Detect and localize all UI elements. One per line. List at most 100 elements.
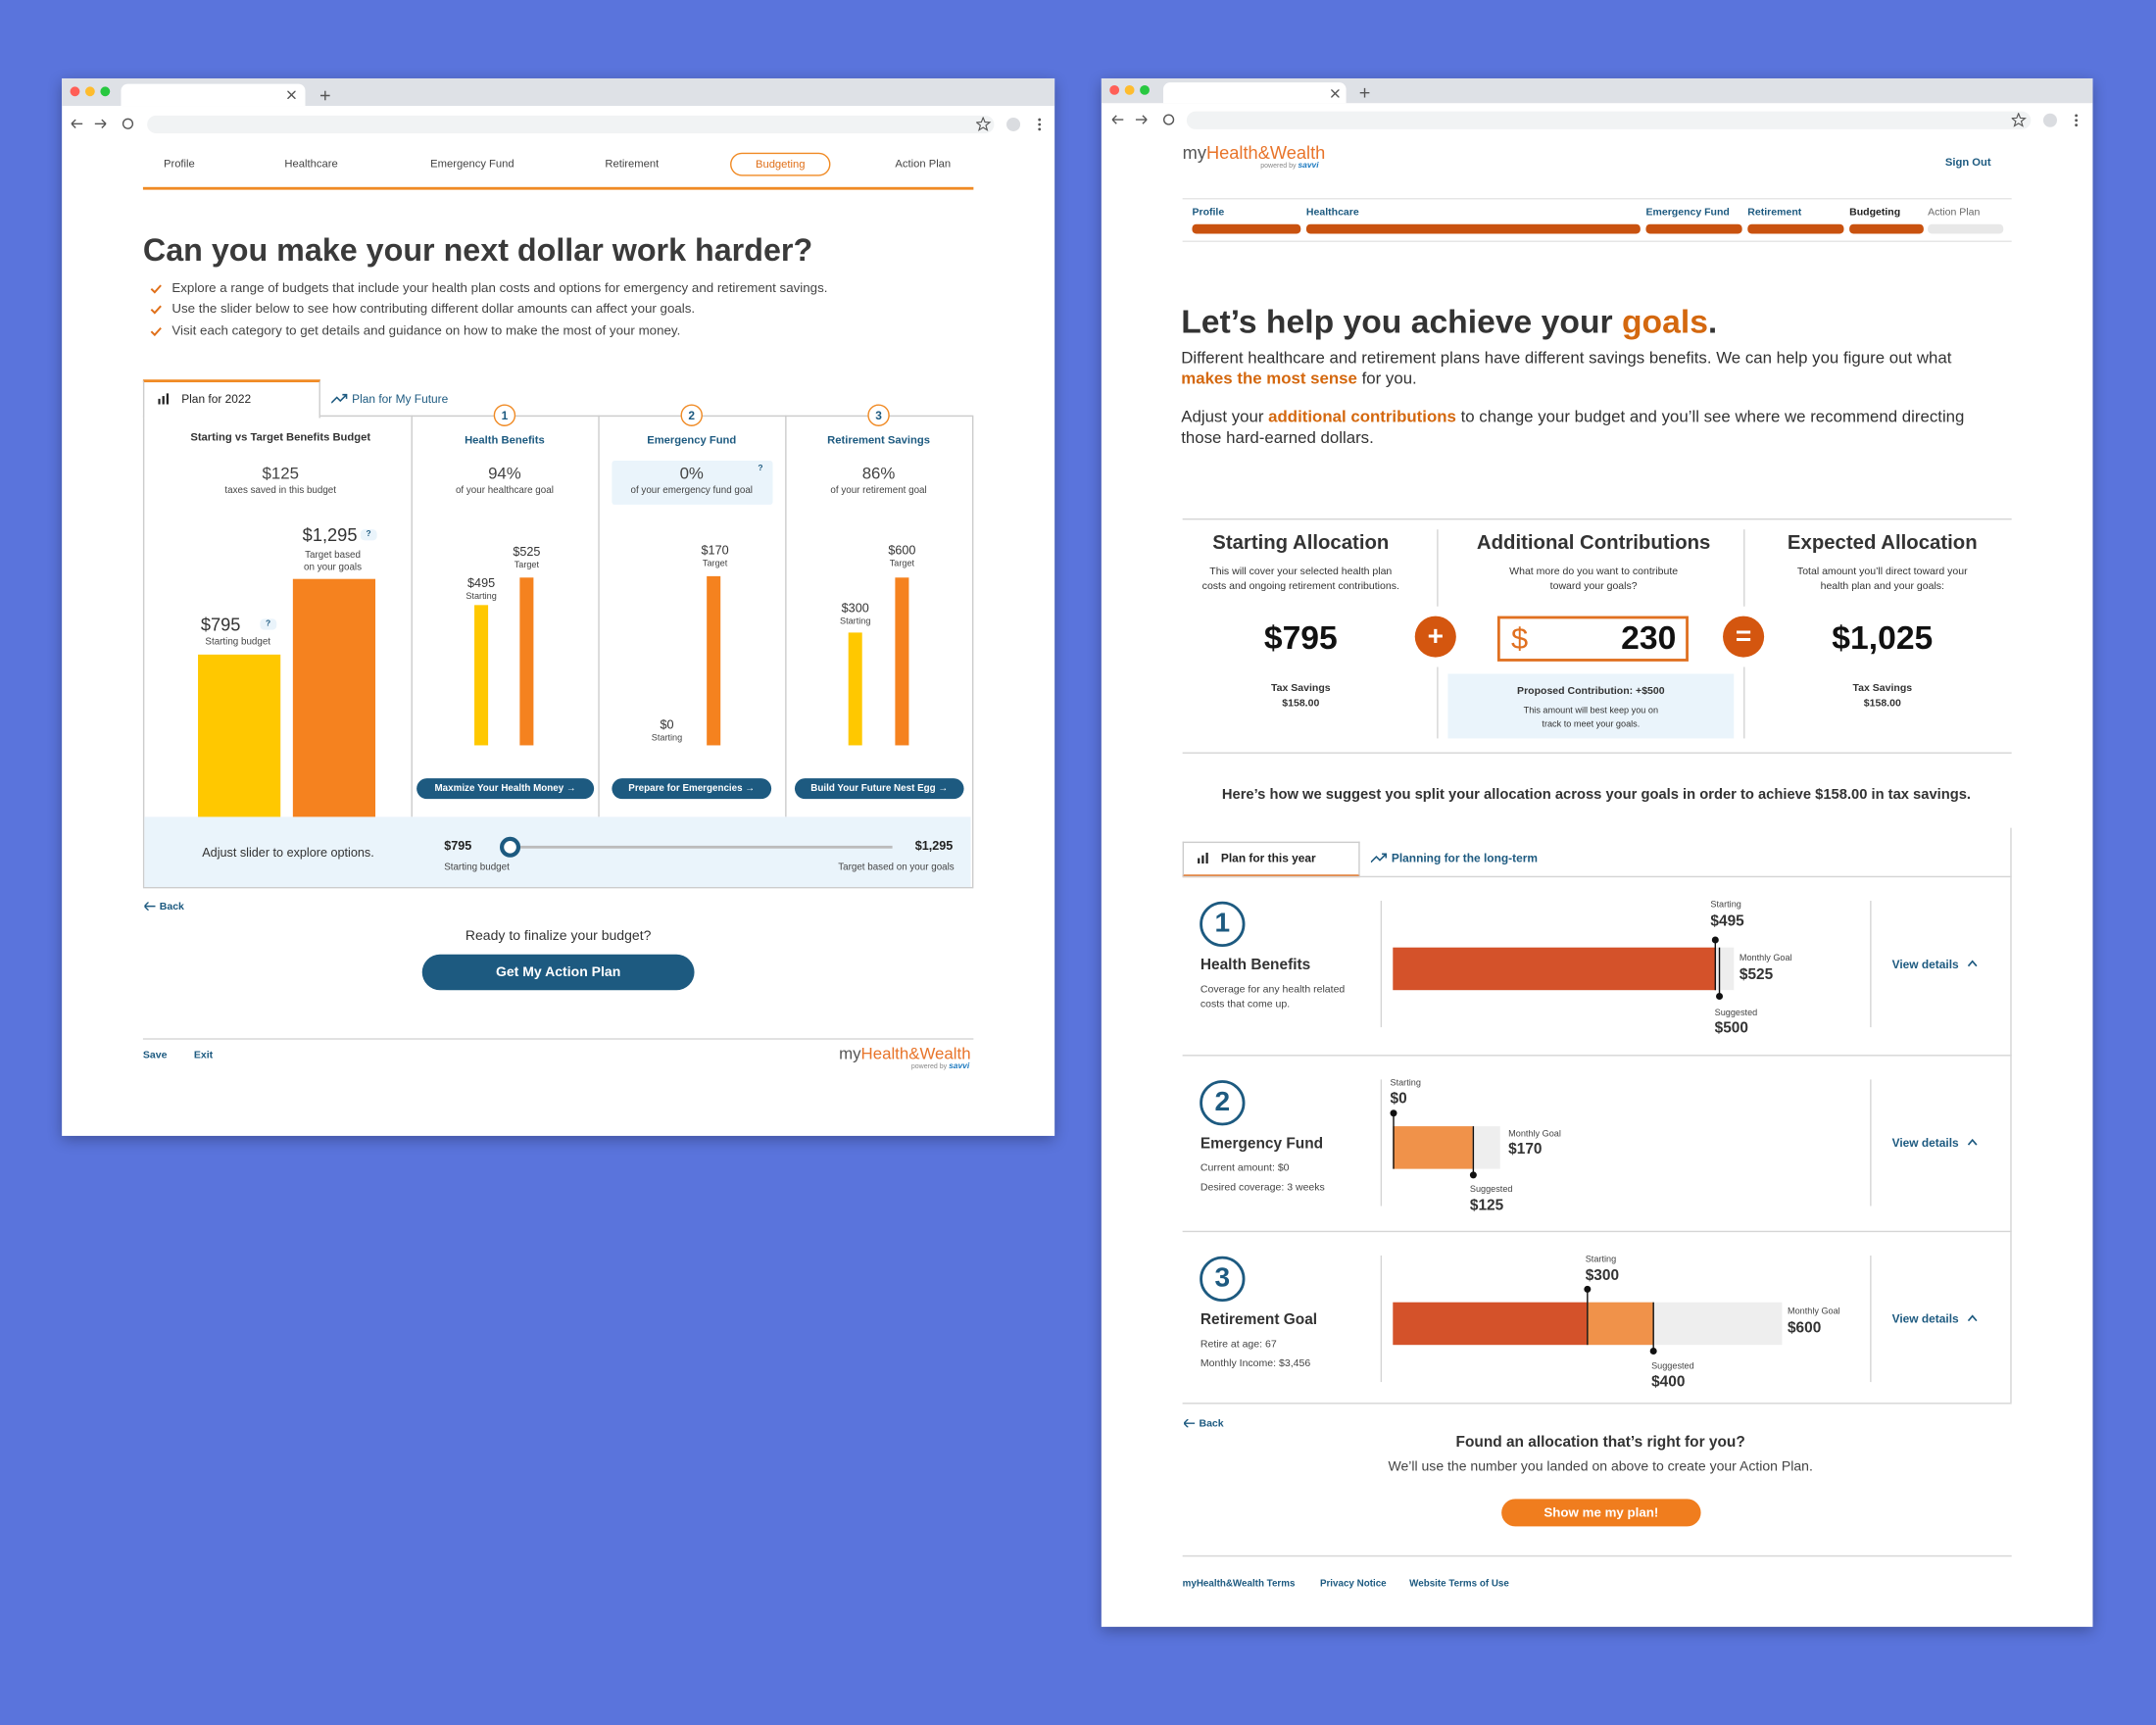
progress-top-line — [1182, 198, 2012, 200]
tab-label[interactable]: Plan for My Future — [352, 391, 449, 406]
allocation-desc: costs and ongoing retirement contributio… — [1201, 579, 1399, 593]
address-bar[interactable] — [1186, 111, 2032, 129]
step-label[interactable]: Retirement — [1747, 205, 1802, 219]
goal-button[interactable]: Prepare for Emergencies → — [612, 778, 772, 800]
target-bar — [895, 577, 909, 746]
browser-icons[interactable] — [2011, 113, 2087, 127]
cta-button[interactable]: Get My Action Plan — [421, 954, 695, 991]
row-line — [1182, 1055, 2012, 1057]
help-icon[interactable]: ? — [360, 529, 377, 541]
view-details[interactable]: View details — [1891, 1135, 1959, 1150]
step-label[interactable]: Healthcare — [1305, 205, 1359, 219]
goal-name: Health Benefits — [1200, 957, 1311, 974]
suggested-value: $400 — [1651, 1373, 1686, 1391]
goal-button[interactable]: Maxmize Your Health Money → — [416, 778, 595, 800]
suggested-fill — [1393, 1126, 1473, 1169]
starting-value: $495 — [1710, 912, 1744, 930]
logo-my: my — [1182, 142, 1206, 164]
icon-shape — [1201, 855, 1204, 864]
icon-shape — [166, 393, 170, 405]
slider-knob[interactable] — [500, 836, 521, 858]
step-label[interactable]: Profile — [1192, 205, 1225, 219]
allocation-amount: $1,025 — [1832, 619, 1934, 658]
icon-shape — [1038, 118, 1042, 122]
footer-link[interactable]: Privacy Notice — [1319, 1579, 1387, 1590]
goal-button[interactable]: Build Your Future Nest Egg → — [794, 778, 964, 800]
view-details[interactable]: View details — [1891, 1311, 1959, 1326]
icon-shape — [1205, 852, 1208, 864]
slider-track — [510, 845, 893, 849]
step-label[interactable]: Budgeting — [1849, 205, 1901, 219]
goal-value: $525 — [1739, 966, 1774, 984]
goal-desc: Monthly Income: $3,456 — [1200, 1356, 1311, 1369]
nav-item[interactable]: Profile — [163, 157, 195, 171]
tab-close-icon[interactable] — [287, 90, 296, 100]
back-link[interactable]: Back — [159, 900, 184, 912]
footer-link[interactable]: Exit — [193, 1048, 214, 1061]
goal-number: 2 — [1200, 1080, 1246, 1126]
browser-icons[interactable] — [976, 117, 1052, 132]
footer-link[interactable]: Website Terms of Use — [1409, 1579, 1509, 1590]
starting-value: $0 — [1390, 1090, 1407, 1108]
new-tab-icon[interactable] — [319, 90, 330, 101]
step-label[interactable]: Action Plan — [1928, 205, 1981, 219]
budget-panel — [142, 415, 974, 889]
tax-value: $158.00 — [1863, 696, 1901, 710]
help-icon[interactable]: ? — [260, 618, 276, 630]
chevron-up — [1967, 960, 1978, 967]
nav-icons[interactable] — [71, 117, 139, 130]
tab-active[interactable] — [142, 379, 320, 419]
footer-link[interactable]: myHealth&Wealth Terms — [1182, 1579, 1296, 1590]
intro-highlight: makes the most sense — [1181, 368, 1357, 387]
step-bar — [1928, 223, 2004, 234]
target-label: Target based — [305, 550, 361, 561]
goal-desc: Desired coverage: 3 weeks — [1200, 1180, 1325, 1194]
row-divider — [1380, 1255, 1383, 1383]
contribution-input[interactable] — [1496, 616, 1689, 662]
back-arrow — [144, 902, 156, 911]
step-label[interactable]: Emergency Fund — [1645, 205, 1730, 219]
footer-link[interactable]: Save — [142, 1048, 168, 1061]
tab-close-icon[interactable] — [1331, 89, 1340, 98]
starting-marker — [1711, 936, 1719, 991]
chevron-up — [1967, 1138, 1978, 1146]
slider-area — [144, 816, 971, 887]
allocation-desc: health plan and your goals: — [1820, 579, 1944, 593]
headline-text: Let’s help you achieve your — [1181, 304, 1622, 341]
goal-number: 1 — [1200, 901, 1246, 948]
nav-icons[interactable] — [1111, 113, 1180, 126]
proposed-note: This amount will best keep you on — [1523, 706, 1659, 716]
goal-number: 1 — [493, 404, 516, 426]
trend-icon — [331, 393, 348, 404]
goal-label: Monthly Goal — [1787, 1306, 1840, 1317]
column-divider — [411, 415, 413, 817]
nav-item[interactable]: Healthcare — [284, 157, 338, 171]
nav-item[interactable]: Retirement — [605, 157, 660, 171]
adjust: Adjust your additional contributions to … — [1181, 407, 1965, 447]
cta-button[interactable]: Show me my plan! — [1501, 1499, 1701, 1527]
goal-percent-label: of your retirement goal — [830, 485, 927, 496]
address-bar[interactable] — [147, 115, 995, 134]
view-details[interactable]: View details — [1891, 957, 1959, 971]
sign-out[interactable]: Sign Out — [1944, 156, 1991, 169]
partner: savvi — [949, 1062, 970, 1071]
nav-item-active[interactable]: Budgeting — [730, 152, 831, 176]
proposed-note: track to meet your goals. — [1542, 719, 1641, 730]
chart-icon — [158, 393, 170, 405]
chevron-up — [1967, 1314, 1978, 1322]
allocation-title: Additional Contributions — [1476, 531, 1711, 555]
target-label: Target — [514, 560, 540, 570]
new-tab-icon[interactable] — [1359, 87, 1370, 98]
icon-shape — [2075, 123, 2079, 127]
icon-shape — [2075, 114, 2079, 118]
nav-item[interactable]: Action Plan — [895, 157, 952, 171]
back-link[interactable]: Back — [1199, 1416, 1224, 1430]
suggested-marker — [1716, 947, 1724, 1001]
goal-value: $600 — [1787, 1319, 1822, 1337]
nav-item[interactable]: Emergency Fund — [430, 157, 514, 171]
help-icon[interactable]: ? — [758, 465, 763, 473]
tab-label: Plan for 2022 — [181, 391, 252, 406]
tab-label[interactable]: Planning for the long-term — [1391, 851, 1538, 865]
icon-shape — [1038, 123, 1042, 126]
